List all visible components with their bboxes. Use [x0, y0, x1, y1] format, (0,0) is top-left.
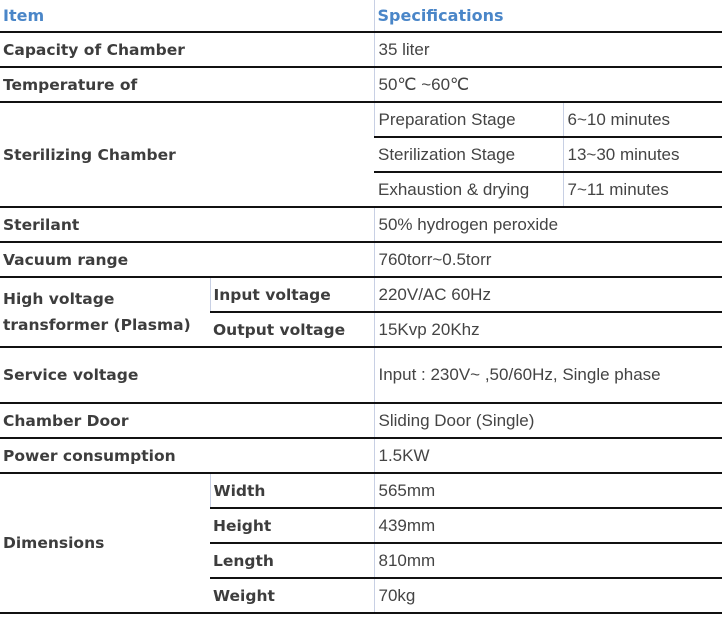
table-row: Sterilant 50% hydrogen peroxide	[0, 207, 722, 243]
table-row: High voltage transformer (Plasma) Input …	[0, 277, 722, 348]
row-value: 760torr~0.5torr	[373, 242, 722, 278]
row-value: 35 liter	[373, 32, 722, 68]
row-value: 50℃ ~60℃	[373, 67, 722, 103]
stage-name: Exhaustion & drying	[374, 172, 563, 208]
row-value: 50% hydrogen peroxide	[373, 207, 722, 243]
table-row: Power consumption 1.5KW	[0, 438, 722, 474]
table-row: Temperature of 50℃ ~60℃	[0, 67, 722, 103]
table-row: Vacuum range 760torr~0.5torr	[0, 242, 722, 278]
sub-label: Length	[210, 543, 374, 579]
row-label: Power consumption	[0, 438, 374, 474]
header-item: Item	[0, 0, 374, 33]
sub-label: Weight	[210, 578, 374, 614]
header-specifications: Specifications	[373, 0, 722, 33]
row-label: Dimensions	[0, 473, 210, 614]
table-row: Dimensions Width 565mm	[0, 473, 722, 614]
sub-label: Output voltage	[210, 312, 374, 348]
sub-label: Input voltage	[209, 277, 374, 313]
table-row: Weight 70kg	[0, 578, 722, 614]
row-value: 70kg	[373, 578, 722, 614]
sub-label: Height	[210, 508, 374, 544]
table-row: Exhaustion & drying 7~11 minutes	[0, 172, 722, 208]
table-row: Capacity of Chamber 35 liter	[0, 32, 722, 68]
row-value: 565mm	[373, 473, 722, 509]
row-value: 439mm	[373, 508, 722, 544]
table-row: Length 810mm	[0, 543, 722, 579]
row-label: Temperature of	[0, 67, 374, 103]
row-value: Input : 230V~ ,50/60Hz, Single phase	[373, 347, 722, 404]
row-label: Service voltage	[0, 347, 374, 404]
header-row: Item Specifications	[0, 0, 722, 33]
row-label: Chamber Door	[0, 403, 374, 439]
row-label: Sterilant	[0, 207, 374, 243]
table-row: Height 439mm	[0, 508, 722, 544]
stage-value: 7~11 minutes	[562, 172, 722, 208]
stage-name: Preparation Stage	[373, 102, 563, 138]
table-row: Chamber Door Sliding Door (Single)	[0, 403, 722, 439]
table-row: Service voltage Input : 230V~ ,50/60Hz, …	[0, 347, 722, 404]
row-value: 15Kvp 20Khz	[373, 312, 722, 348]
stage-value: 6~10 minutes	[562, 102, 722, 138]
row-label: Vacuum range	[0, 242, 374, 278]
row-label: Sterilizing Chamber	[0, 102, 374, 208]
stage-name: Sterilization Stage	[374, 137, 563, 173]
sub-label: Width	[209, 473, 374, 509]
row-value: 220V/AC 60Hz	[373, 277, 722, 313]
stage-value: 13~30 minutes	[562, 137, 722, 173]
row-label: Capacity of Chamber	[0, 32, 374, 68]
row-value: 1.5KW	[373, 438, 722, 474]
row-label: High voltage transformer (Plasma)	[0, 277, 210, 348]
row-value: 810mm	[373, 543, 722, 579]
table-row: Sterilization Stage 13~30 minutes	[0, 137, 722, 173]
table-row: Sterilizing Chamber Preparation Stage 6~…	[0, 102, 722, 208]
row-value: Sliding Door (Single)	[373, 403, 722, 439]
table-row: Output voltage 15Kvp 20Khz	[0, 312, 722, 348]
